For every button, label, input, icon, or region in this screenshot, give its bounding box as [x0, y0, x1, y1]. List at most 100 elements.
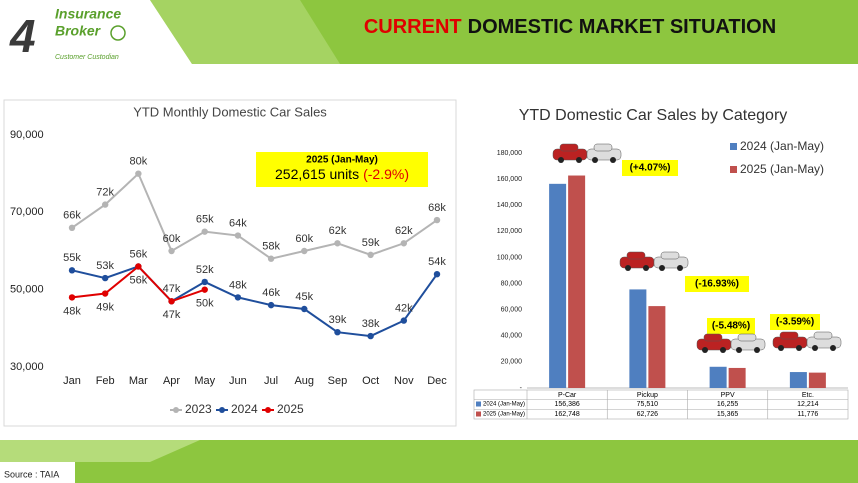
x-tick-label: Feb — [96, 375, 115, 387]
point — [101, 201, 109, 208]
point — [367, 332, 374, 340]
data-label: 65k — [196, 214, 214, 226]
table-value: 15,365 — [717, 411, 739, 418]
bar — [709, 366, 727, 388]
data-label: 58k — [262, 241, 280, 253]
y-tick-label: 20,000 — [501, 359, 523, 366]
table-value: 156,386 — [554, 401, 579, 408]
source: Source : TAIA — [4, 469, 59, 479]
annotation: (+4.07%) — [630, 163, 671, 174]
point — [135, 170, 142, 177]
point — [201, 228, 208, 235]
data-label: 66k — [63, 210, 81, 222]
line-chart-frame — [3, 99, 457, 427]
data-label: 48k — [63, 305, 81, 317]
vehicle-wheel — [778, 345, 784, 351]
annotation: (-3.59%) — [776, 317, 814, 328]
point — [400, 317, 408, 324]
data-label: 45k — [295, 291, 313, 303]
bar — [568, 175, 586, 388]
y-tick-label: 160,000 — [497, 176, 522, 183]
annotation-change: (-2.9%) — [363, 166, 409, 182]
category-label: Etc. — [802, 392, 814, 399]
data-label: 80k — [129, 156, 147, 168]
vehicle-cabin — [813, 331, 833, 340]
data-label: 47k — [163, 309, 181, 321]
bar — [629, 289, 647, 388]
vehicle-wheel — [830, 345, 836, 351]
point — [101, 274, 109, 282]
vehicle-wheel — [796, 345, 802, 351]
y-tick-label: 90,000 — [10, 129, 44, 141]
table-frame — [473, 389, 849, 420]
table-value: 11,776 — [797, 411, 818, 418]
y-tick-label: 30,000 — [10, 361, 44, 373]
point — [168, 247, 175, 255]
data-label: 62k — [395, 225, 413, 237]
logo-globe — [110, 25, 126, 41]
annotation-title: 2025 (Jan-May) — [306, 155, 378, 166]
annotation-text: 252,615 units (-2.9%) — [275, 166, 409, 182]
data-label: 68k — [428, 202, 446, 214]
point — [400, 240, 408, 247]
legend-marker — [173, 407, 179, 413]
vehicle-wheel — [592, 157, 598, 163]
vehicle-wheel — [659, 265, 665, 271]
point — [135, 263, 142, 270]
y-tick-label: 70,000 — [10, 206, 44, 218]
vehicle-wheel — [576, 157, 582, 163]
footer-band-light — [0, 440, 200, 462]
data-label: 50k — [196, 298, 214, 310]
legend-marker — [219, 407, 225, 413]
point — [101, 290, 109, 297]
point — [334, 240, 341, 247]
table-value: 16,255 — [717, 401, 739, 408]
bar — [648, 306, 666, 388]
point — [367, 251, 374, 259]
data-label: 38k — [362, 318, 380, 330]
annotation-units: 252,615 units — [275, 166, 359, 182]
x-tick-label: Apr — [163, 375, 180, 387]
y-tick-label: 50,000 — [10, 284, 44, 296]
point — [433, 216, 441, 224]
vehicle-wheel — [610, 157, 616, 163]
vehicle-cabin — [626, 251, 646, 260]
point — [68, 267, 76, 274]
annotation-box — [685, 276, 749, 292]
data-label: 53k — [96, 260, 114, 272]
vehicle-wheel — [625, 265, 631, 271]
title-rest: DOMESTIC MARKET SITUATION — [468, 16, 777, 38]
point — [334, 329, 341, 336]
data-label: 46k — [262, 287, 280, 299]
vehicle-wheel — [736, 347, 742, 353]
legend-label: 2024 — [231, 402, 258, 416]
bar — [789, 372, 807, 388]
table-value: 62,726 — [637, 411, 659, 418]
point — [267, 301, 275, 309]
data-label: 60k — [163, 233, 181, 245]
legend-label: 2024 (Jan-May) — [740, 139, 824, 153]
vehicle-wheel — [754, 347, 760, 353]
logo-tagline: Customer Custodian — [55, 54, 119, 61]
legend-label: 2025 — [277, 402, 304, 416]
data-label: 49k — [96, 301, 114, 313]
point — [201, 286, 208, 293]
x-tick-label: Aug — [294, 375, 314, 387]
table-value: 75,510 — [637, 401, 659, 408]
data-label: 42k — [395, 303, 413, 315]
data-label: 59k — [362, 237, 380, 249]
data-label: 48k — [229, 279, 247, 291]
x-tick-label: Jan — [63, 375, 81, 387]
chart-title: YTD Domestic Car Sales by Category — [519, 107, 788, 124]
series-line — [71, 265, 438, 338]
bar — [728, 367, 746, 388]
point — [433, 271, 441, 278]
y-tick-label: 100,000 — [497, 254, 522, 261]
annotation-box — [770, 314, 820, 330]
annotation-box — [256, 152, 428, 187]
vehicle-cabin — [737, 333, 757, 342]
vehicle-wheel — [702, 347, 708, 353]
vehicle-wheel — [558, 157, 564, 163]
